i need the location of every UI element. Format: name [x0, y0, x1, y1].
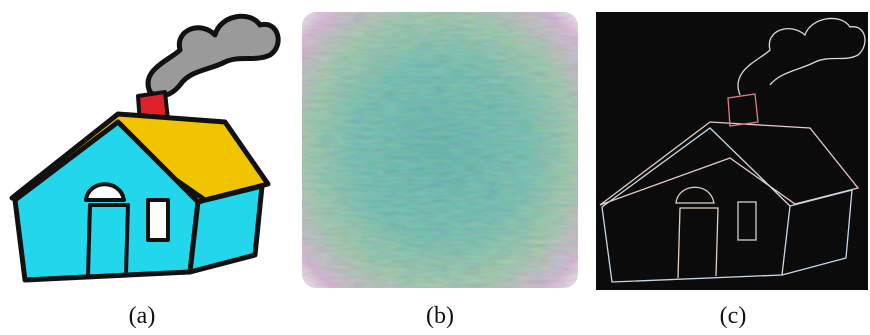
caption: (a) [92, 303, 192, 330]
house-drawing [12, 16, 278, 280]
figure-images [0, 0, 870, 300]
caption: (c) [683, 303, 783, 330]
texture-noise [302, 12, 578, 288]
smoke [148, 16, 278, 96]
edge-background [596, 12, 868, 290]
caption: (b) [390, 303, 490, 330]
figure: (a) (b) (c) [0, 0, 870, 335]
edge-image [596, 12, 868, 290]
wall-side [190, 186, 262, 272]
window [148, 200, 168, 240]
texture-image [302, 12, 578, 288]
